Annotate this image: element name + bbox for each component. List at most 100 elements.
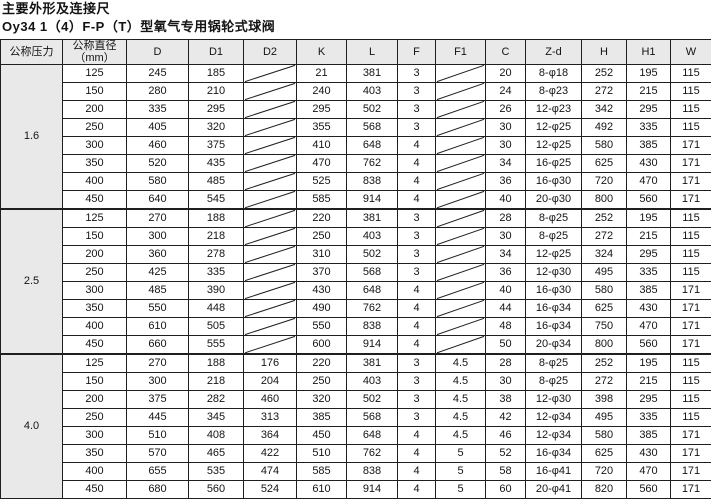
data-cell: 16-φ25 <box>525 153 582 173</box>
data-cell <box>243 153 297 173</box>
col-header-1: 公称直径 （mm） <box>62 39 127 65</box>
table-row: 1.6 125 245 185 21 381 3 20 8-φ18 252 195 115 <box>0 63 711 210</box>
data-cell: 492 <box>581 117 627 137</box>
data-cell: 460 <box>126 135 189 155</box>
diagonal-line-icon <box>244 318 296 335</box>
doc-title-line2: Oy34 1（4）F-P（T）型氧气专用锅轮式球阀 <box>2 19 276 34</box>
data-cell: 762 <box>346 153 398 173</box>
data-cell: 648 <box>346 425 398 445</box>
data-cell: 385 <box>626 280 671 300</box>
data-cell: 16-φ30 <box>525 280 582 300</box>
diagonal-line-icon <box>244 155 296 172</box>
data-cell: 171 <box>670 425 711 445</box>
data-cell: 450 <box>296 425 347 445</box>
data-cell <box>243 262 297 282</box>
data-cell: 585 <box>296 189 347 210</box>
dn-cell: 250 <box>62 117 127 137</box>
data-cell: 3 <box>397 407 436 427</box>
data-cell: 510 <box>296 443 347 463</box>
data-cell <box>243 81 297 101</box>
dn-cell: 450 <box>62 189 127 210</box>
data-cell: 188 <box>188 352 244 374</box>
diagonal-line-icon <box>244 228 296 245</box>
data-cell: 505 <box>188 316 244 336</box>
data-cell: 20-φ41 <box>525 479 582 500</box>
diagonal-line-icon <box>244 191 296 208</box>
data-cell: 16-φ34 <box>525 298 582 318</box>
data-cell: 375 <box>188 135 244 155</box>
data-cell: 560 <box>188 479 244 500</box>
data-cell: 495 <box>581 262 627 282</box>
data-cell: 3 <box>397 244 436 264</box>
data-cell <box>435 262 486 282</box>
data-cell: 12-φ23 <box>525 99 582 119</box>
data-cell: 4 <box>397 334 436 355</box>
data-cell: 570 <box>126 443 189 463</box>
table-row: 250 425 335 370 568 3 36 12-φ30 495 335 115 <box>1 262 711 282</box>
data-cell: 430 <box>626 153 671 173</box>
data-cell: 115 <box>670 117 711 137</box>
data-cell: 218 <box>188 372 244 391</box>
header-row: 公称压力 公称直径 （mm） D D1 D2 K L F F1 C Z-d H H1 W <box>0 39 711 65</box>
data-cell: 838 <box>346 461 398 481</box>
data-cell: 470 <box>626 316 671 336</box>
dn-cell: 300 <box>62 135 127 155</box>
data-cell: 40 <box>485 280 526 300</box>
dn-cell: 350 <box>62 153 127 173</box>
data-cell: 625 <box>581 153 627 173</box>
table-row: 350 520 435 470 762 4 34 16-φ25 625 430 171 <box>1 153 711 173</box>
data-cell: 295 <box>626 99 671 119</box>
diagonal-line-icon <box>244 173 296 190</box>
data-cell <box>243 334 297 355</box>
data-cell: 220 <box>296 207 347 228</box>
data-cell: 250 <box>296 372 347 391</box>
data-cell <box>435 64 486 83</box>
data-cell: 8-φ25 <box>525 372 582 391</box>
dn-cell: 300 <box>62 280 127 300</box>
table-row: 400 610 505 550 838 4 48 16-φ34 750 470 171 <box>1 316 711 336</box>
data-cell: 210 <box>188 81 244 101</box>
data-cell: 282 <box>188 389 244 409</box>
table-row: 300 460 375 410 648 4 30 12-φ25 580 385 171 <box>1 135 711 155</box>
diagonal-line-icon <box>436 336 485 353</box>
data-cell: 12-φ34 <box>525 407 582 427</box>
diagonal-line-icon <box>244 137 296 154</box>
data-cell: 42 <box>485 407 526 427</box>
data-cell <box>243 135 297 155</box>
data-cell: 218 <box>188 226 244 246</box>
data-cell: 4.5 <box>435 389 486 409</box>
diagonal-line-icon <box>436 318 485 335</box>
data-cell: 360 <box>126 244 189 264</box>
data-cell: 385 <box>626 135 671 155</box>
data-cell: 12-φ30 <box>525 389 582 409</box>
data-cell: 8-φ25 <box>525 352 582 374</box>
col-header-7: F <box>397 39 436 65</box>
data-cell: 680 <box>126 479 189 500</box>
diagonal-line-icon <box>436 264 485 281</box>
data-cell: 115 <box>670 99 711 119</box>
data-cell: 171 <box>670 316 711 336</box>
data-cell: 12-φ25 <box>525 244 582 264</box>
data-cell: 20 <box>485 64 526 83</box>
data-cell: 16-φ34 <box>525 443 582 463</box>
data-cell: 176 <box>243 352 297 374</box>
dn-cell: 150 <box>62 226 127 246</box>
data-cell: 171 <box>670 153 711 173</box>
data-cell: 5 <box>435 479 486 500</box>
data-cell: 335 <box>626 117 671 137</box>
data-cell: 21 <box>296 64 347 83</box>
diagonal-line-icon <box>244 336 296 353</box>
data-cell: 762 <box>346 443 398 463</box>
data-cell: 762 <box>346 298 398 318</box>
data-cell: 4.5 <box>435 372 486 391</box>
pressure-cell: 2.5 <box>0 207 63 355</box>
diagonal-line-icon <box>244 300 296 317</box>
dn-cell: 450 <box>62 334 127 355</box>
dn-cell: 150 <box>62 81 127 101</box>
diagonal-line-icon <box>244 119 296 136</box>
data-cell: 560 <box>626 479 671 500</box>
col-header-6: L <box>346 39 398 65</box>
data-cell: 30 <box>485 135 526 155</box>
data-cell: 430 <box>296 280 347 300</box>
data-cell: 12-φ25 <box>525 117 582 137</box>
